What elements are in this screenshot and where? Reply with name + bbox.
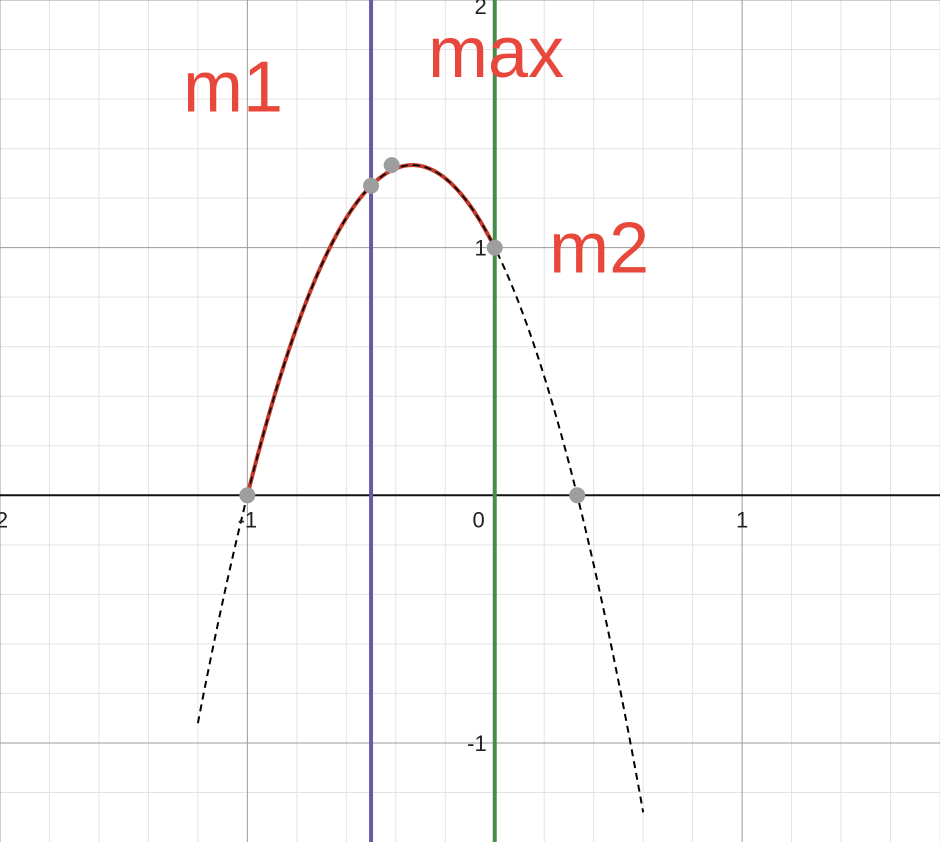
y-tick-label: -1 — [467, 731, 487, 756]
annotation-label: m1 — [183, 47, 283, 127]
annotation-label: m2 — [549, 208, 649, 288]
y-tick-label: 1 — [474, 236, 486, 261]
y-tick-label: 2 — [474, 0, 486, 19]
x-tick-label: 1 — [736, 507, 748, 532]
x-tick-label: 2 — [0, 507, 8, 532]
x-tick-label: 0 — [472, 507, 484, 532]
x-tick-label: -1 — [238, 507, 258, 532]
annotation-label: max — [428, 13, 564, 93]
data-point — [383, 157, 400, 174]
data-point — [363, 177, 380, 194]
data-point — [486, 239, 503, 256]
data-point — [569, 487, 586, 504]
data-point — [239, 487, 256, 504]
